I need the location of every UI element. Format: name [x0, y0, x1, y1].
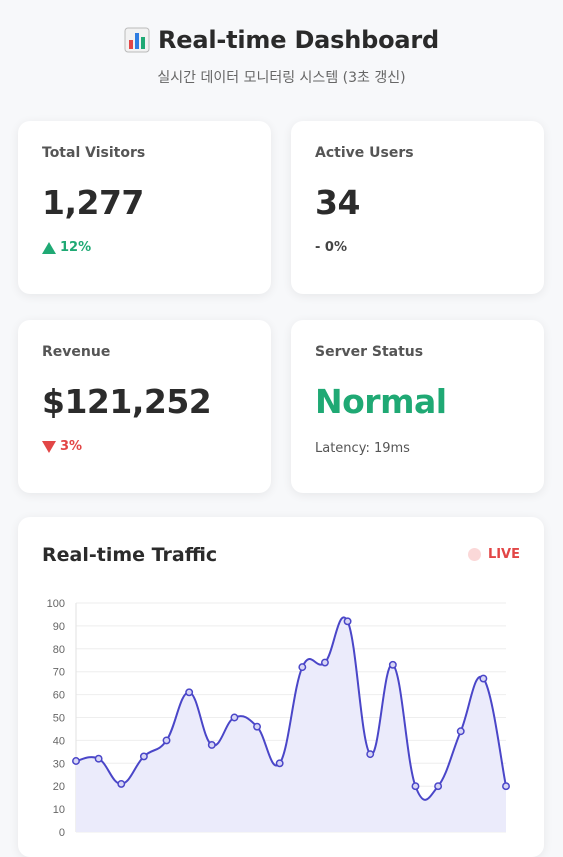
active-users-label: Active Users — [315, 145, 414, 161]
visitors-delta: 12% — [42, 240, 247, 255]
page-subtitle: 실시간 데이터 모니터링 시스템 (3초 갱신) — [157, 70, 406, 86]
triangle-up-icon — [42, 241, 56, 254]
active-users-delta: - 0% — [315, 240, 347, 255]
y-tick-label: 30 — [53, 758, 65, 770]
traffic-area-fill — [76, 617, 506, 832]
y-tick-label: 0 — [59, 827, 65, 839]
data-point — [456, 727, 465, 736]
data-point — [298, 663, 307, 672]
server-status-value: Normal — [315, 382, 447, 421]
traffic-chart: 0 10 20 30 40 50 60 70 80 90 100 — [47, 598, 510, 839]
server-latency: Latency: 19ms — [315, 441, 410, 456]
data-point — [72, 757, 80, 765]
data-point — [230, 713, 239, 722]
bar-chart-icon — [124, 27, 150, 53]
data-point — [320, 658, 329, 667]
y-tick-label: 50 — [53, 713, 65, 725]
visitors-card: Total Visitors 1,277 12% — [18, 121, 271, 294]
revenue-delta: 3% — [42, 439, 247, 454]
traffic-chart-title: Real-time Traffic — [42, 544, 218, 566]
data-point — [479, 674, 488, 683]
revenue-value: $121,252 — [42, 382, 212, 421]
data-point — [502, 782, 510, 791]
live-indicator: LIVE — [467, 547, 520, 562]
y-tick-label: 100 — [47, 598, 65, 610]
data-point — [388, 660, 397, 669]
y-tick-label: 70 — [53, 667, 65, 679]
page-title: Real-time Dashboard — [124, 26, 439, 54]
data-point — [275, 759, 284, 768]
visitors-value: 1,277 — [42, 183, 144, 222]
server-status-label: Server Status — [315, 344, 424, 360]
revenue-card: Revenue $121,252 3% — [18, 320, 271, 493]
live-dot-icon — [467, 548, 481, 561]
data-point — [434, 782, 443, 791]
data-point — [162, 736, 171, 745]
data-point — [139, 752, 148, 761]
y-tick-label: 20 — [53, 781, 65, 793]
data-point — [185, 688, 194, 697]
visitors-label: Total Visitors — [42, 145, 146, 161]
active-users-value: 34 — [315, 183, 360, 222]
header: Real-time Dashboard 실시간 데이터 모니터링 시스템 (3초… — [0, 0, 563, 87]
data-point — [366, 750, 375, 759]
server-status-card: Server Status Normal Latency: 19ms — [291, 320, 544, 493]
revenue-label: Revenue — [42, 344, 111, 360]
y-tick-label: 80 — [53, 644, 65, 656]
data-point — [94, 754, 103, 763]
data-point — [343, 617, 352, 626]
stats-grid: Total Visitors 1,277 12% Active Users 34… — [18, 121, 544, 493]
y-tick-label: 60 — [53, 690, 65, 702]
active-users-card: Active Users 34 - 0% — [291, 121, 544, 294]
traffic-chart-card: Real-time Traffic LIVE 0 10 20 30 40 50 60 70 80… — [18, 517, 544, 857]
y-tick-label: 90 — [53, 621, 65, 633]
visitors-delta-value: 12% — [60, 240, 92, 255]
page-title-text: Real-time Dashboard — [157, 26, 440, 54]
revenue-delta-value: 3% — [60, 439, 83, 454]
data-point — [207, 741, 216, 749]
live-label: LIVE — [487, 547, 520, 562]
data-point — [117, 779, 126, 788]
data-point — [411, 782, 420, 791]
triangle-down-icon — [42, 440, 56, 453]
y-tick-label: 40 — [53, 735, 65, 747]
y-tick-label: 10 — [53, 804, 65, 816]
data-point — [253, 722, 262, 731]
